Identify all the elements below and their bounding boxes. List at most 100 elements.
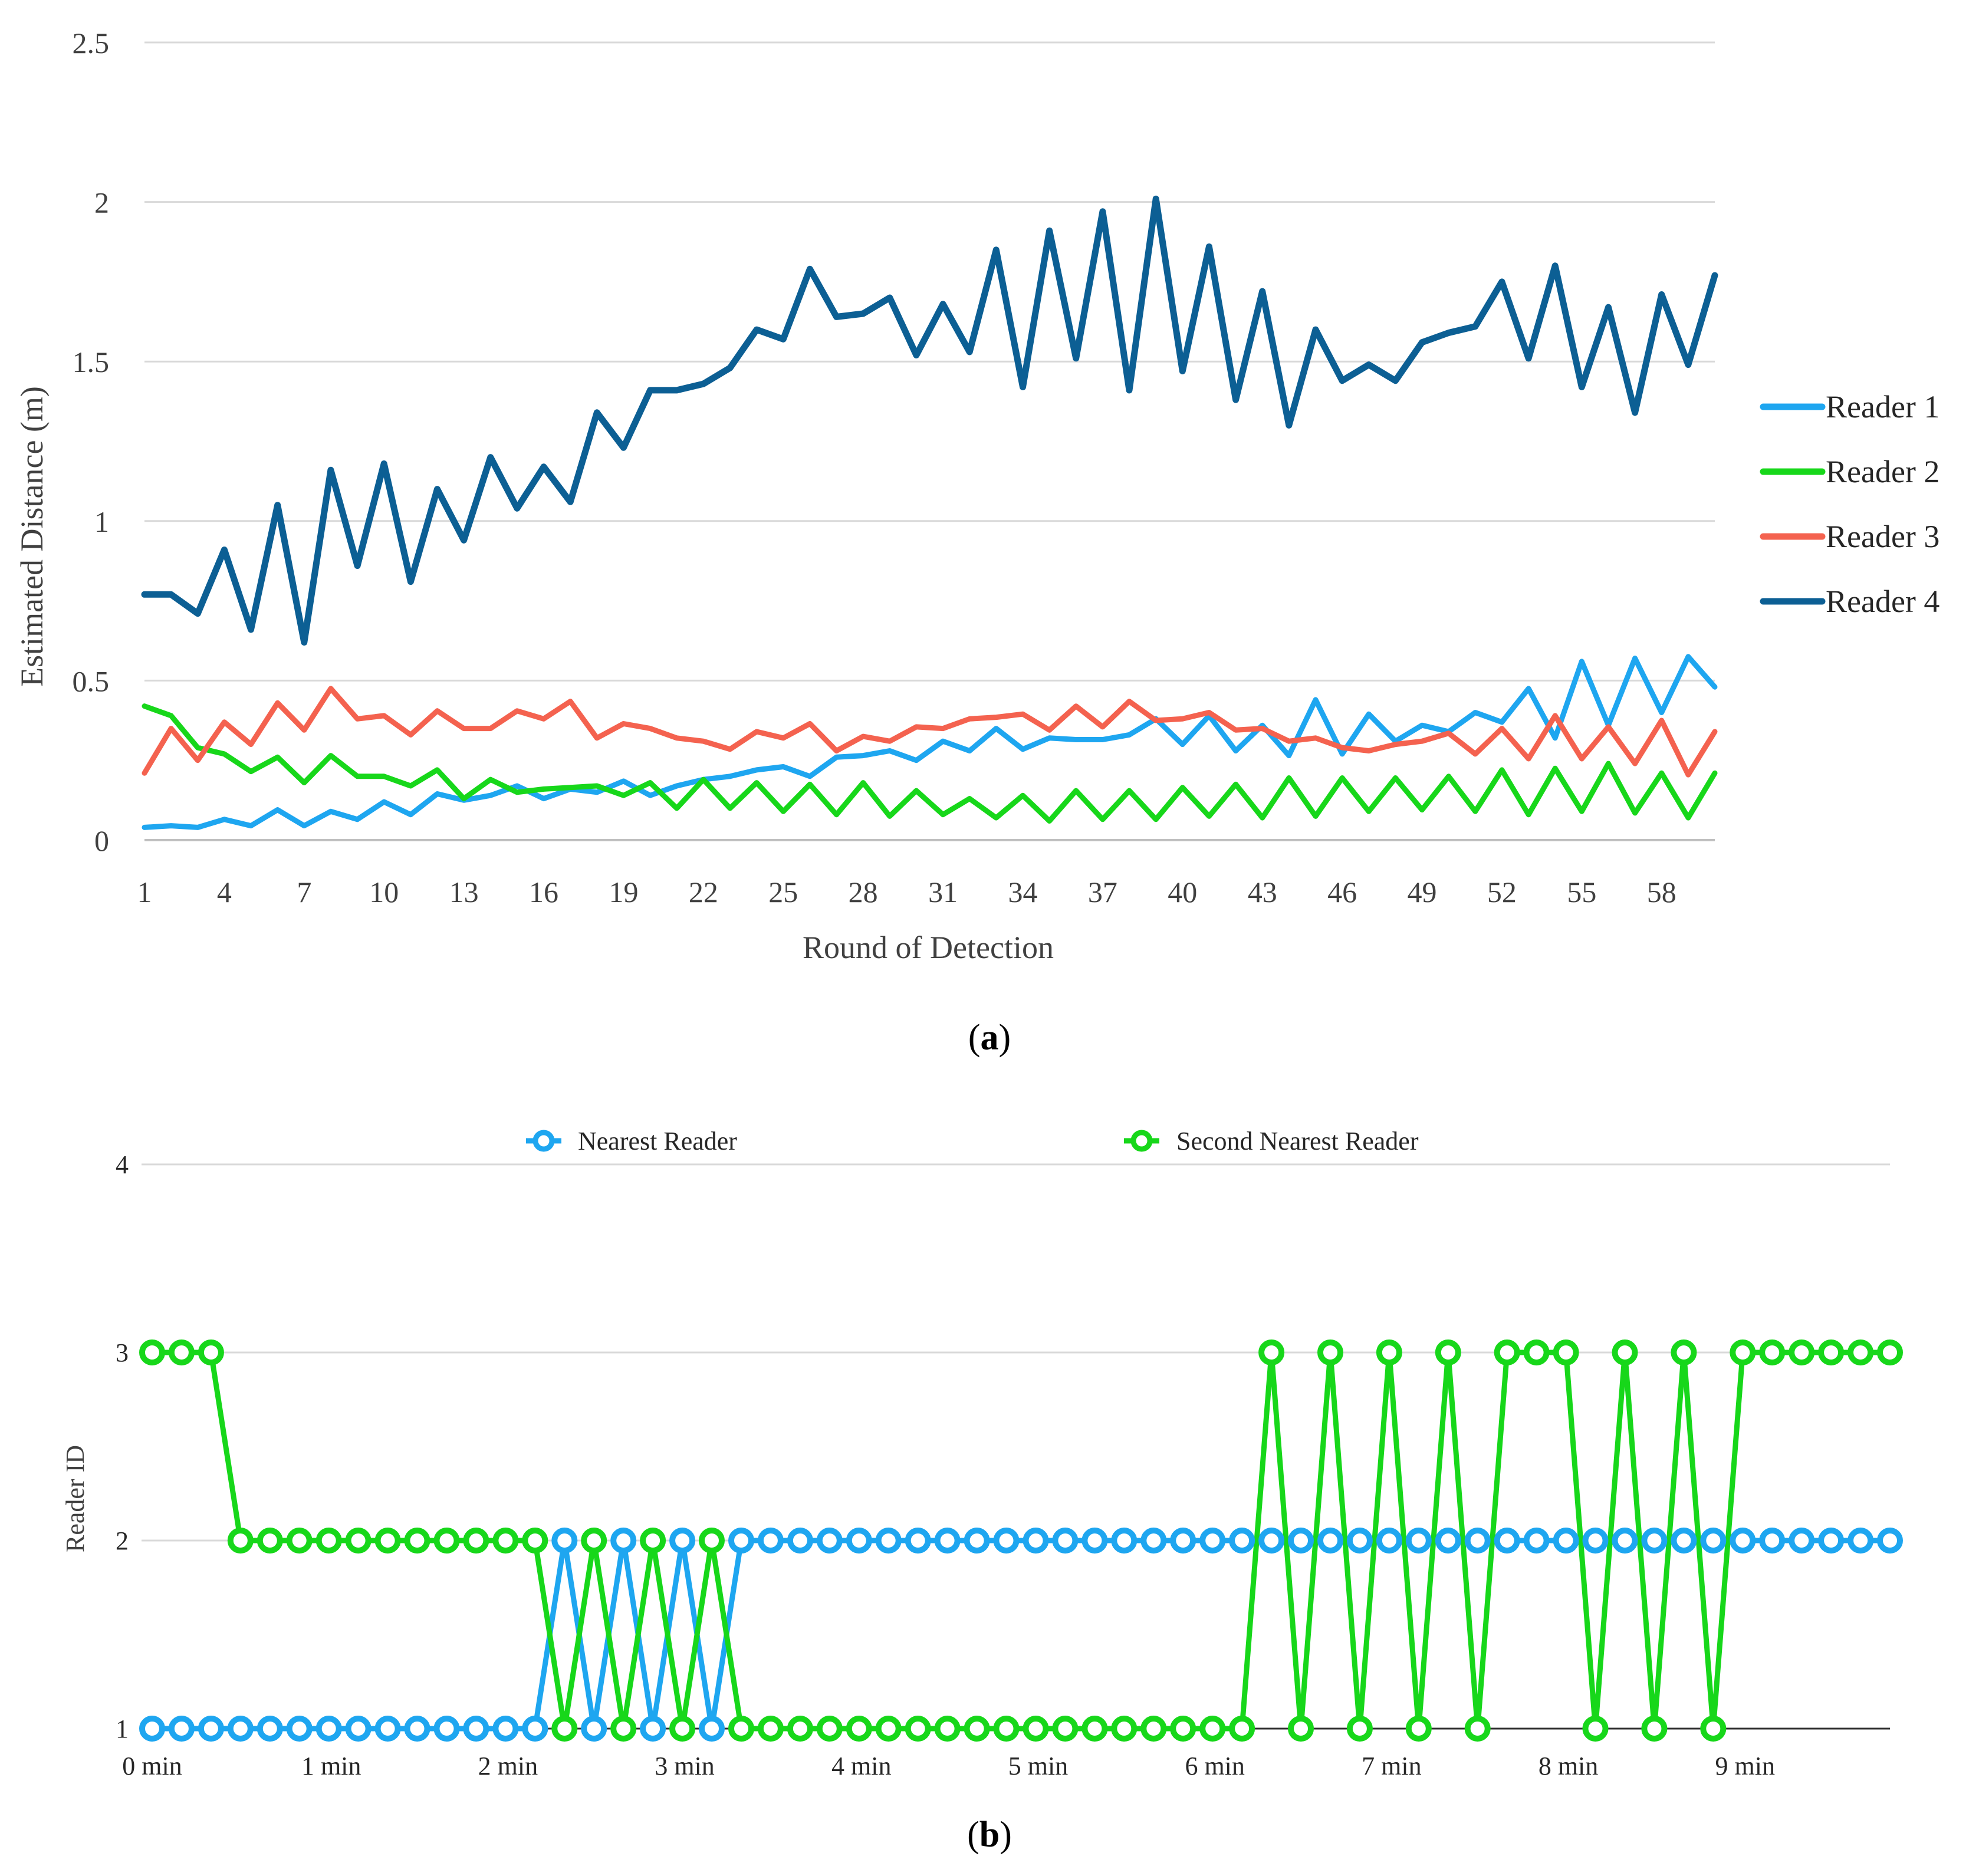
marker-second-nearest-reader-42 bbox=[1376, 1339, 1402, 1365]
panel-a-x-tick-16: 16 bbox=[529, 876, 558, 909]
panel-a-y-axis-title: Estimated Distance (m) bbox=[14, 386, 50, 687]
marker-nearest-reader-36 bbox=[1199, 1528, 1226, 1554]
marker-nearest-reader-7 bbox=[345, 1716, 372, 1742]
marker-second-nearest-reader-53 bbox=[1700, 1716, 1727, 1742]
marker-second-nearest-reader-1 bbox=[168, 1339, 195, 1365]
panel-b-caption: (b) bbox=[967, 1815, 1012, 1855]
panel-a-chart: 0 0.5 1 1.5 2 2.5 1 4 7 10 13 16 19 22 25 28 31 34 37 40 43… bbox=[14, 27, 1939, 1058]
marker-second-nearest-reader-25 bbox=[875, 1716, 902, 1742]
panel-a-y-tick-1-5: 1.5 bbox=[73, 345, 110, 379]
marker-second-nearest-reader-3 bbox=[227, 1528, 254, 1554]
marker-second-nearest-reader-33 bbox=[1111, 1716, 1138, 1742]
legend-label-reader-3: Reader 3 bbox=[1826, 519, 1939, 554]
marker-second-nearest-reader-27 bbox=[934, 1716, 961, 1742]
marker-second-nearest-reader-43 bbox=[1405, 1716, 1432, 1742]
marker-second-nearest-reader-31 bbox=[1052, 1716, 1079, 1742]
panel-b-y-tick-labels: 1 2 3 4 bbox=[116, 1150, 129, 1743]
marker-second-nearest-reader-50 bbox=[1612, 1339, 1638, 1365]
panel-b-x-tick-7-min: 7 min bbox=[1362, 1752, 1421, 1780]
marker-second-nearest-reader-32 bbox=[1081, 1716, 1108, 1742]
panel-b-series-markers bbox=[139, 1339, 1903, 1742]
legend-label-reader-1: Reader 1 bbox=[1826, 389, 1939, 424]
marker-nearest-reader-5 bbox=[286, 1716, 313, 1742]
marker-nearest-reader-31 bbox=[1052, 1528, 1079, 1554]
marker-nearest-reader-34 bbox=[1140, 1528, 1167, 1554]
marker-second-nearest-reader-4 bbox=[257, 1528, 283, 1554]
legend-label-second-nearest-reader: Second Nearest Reader bbox=[1176, 1127, 1419, 1156]
panel-a-x-tick-40: 40 bbox=[1168, 876, 1197, 909]
panel-a-caption: (a) bbox=[968, 1018, 1011, 1058]
marker-nearest-reader-59 bbox=[1877, 1528, 1903, 1554]
marker-nearest-reader-39 bbox=[1288, 1528, 1314, 1554]
marker-nearest-reader-49 bbox=[1582, 1528, 1609, 1554]
marker-second-nearest-reader-8 bbox=[374, 1528, 401, 1554]
marker-nearest-reader-6 bbox=[315, 1716, 342, 1742]
marker-nearest-reader-19 bbox=[699, 1716, 725, 1742]
marker-second-nearest-reader-28 bbox=[964, 1716, 990, 1742]
marker-second-nearest-reader-48 bbox=[1553, 1339, 1579, 1365]
marker-second-nearest-reader-5 bbox=[286, 1528, 313, 1554]
marker-second-nearest-reader-19 bbox=[699, 1528, 725, 1554]
legend-label-reader-4: Reader 4 bbox=[1826, 584, 1939, 619]
marker-second-nearest-reader-22 bbox=[787, 1716, 813, 1742]
marker-nearest-reader-29 bbox=[993, 1528, 1020, 1554]
marker-nearest-reader-30 bbox=[1023, 1528, 1049, 1554]
marker-second-nearest-reader-7 bbox=[345, 1528, 372, 1554]
marker-second-nearest-reader-11 bbox=[463, 1528, 489, 1554]
panel-a-x-tick-10: 10 bbox=[369, 876, 399, 909]
legend-label-nearest-reader: Nearest Reader bbox=[578, 1127, 737, 1156]
panel-b-y-tick-1: 1 bbox=[116, 1714, 129, 1743]
marker-second-nearest-reader-46 bbox=[1494, 1339, 1520, 1365]
marker-second-nearest-reader-49 bbox=[1582, 1716, 1609, 1742]
marker-second-nearest-reader-15 bbox=[581, 1528, 607, 1554]
marker-nearest-reader-13 bbox=[522, 1716, 548, 1742]
marker-nearest-reader-50 bbox=[1612, 1528, 1638, 1554]
marker-nearest-reader-25 bbox=[875, 1528, 902, 1554]
marker-second-nearest-reader-38 bbox=[1258, 1339, 1285, 1365]
marker-nearest-reader-47 bbox=[1523, 1528, 1550, 1554]
marker-second-nearest-reader-16 bbox=[610, 1716, 637, 1742]
panel-a-x-axis-title: Round of Detection bbox=[803, 930, 1054, 965]
marker-nearest-reader-48 bbox=[1553, 1528, 1579, 1554]
marker-nearest-reader-8 bbox=[374, 1716, 401, 1742]
marker-nearest-reader-0 bbox=[139, 1716, 165, 1742]
marker-second-nearest-reader-29 bbox=[993, 1716, 1020, 1742]
marker-nearest-reader-42 bbox=[1376, 1528, 1402, 1554]
marker-second-nearest-reader-41 bbox=[1346, 1716, 1373, 1742]
marker-second-nearest-reader-20 bbox=[728, 1716, 754, 1742]
marker-second-nearest-reader-52 bbox=[1671, 1339, 1697, 1365]
series-line-reader-3 bbox=[142, 686, 1718, 778]
panel-a-x-tick-52: 52 bbox=[1487, 876, 1517, 909]
series-line-nearest-reader bbox=[152, 1538, 1890, 1732]
panel-a-series-lines bbox=[141, 195, 1718, 830]
marker-nearest-reader-41 bbox=[1346, 1528, 1373, 1554]
panel-a-y-tick-labels: 0 0.5 1 1.5 2 2.5 bbox=[73, 27, 110, 857]
marker-nearest-reader-9 bbox=[404, 1716, 430, 1742]
panel-a-x-tick-4: 4 bbox=[217, 876, 232, 909]
panel-a-x-tick-34: 34 bbox=[1008, 876, 1037, 909]
marker-second-nearest-reader-24 bbox=[846, 1716, 872, 1742]
marker-second-nearest-reader-34 bbox=[1140, 1716, 1167, 1742]
panel-b-x-tick-9-min: 9 min bbox=[1715, 1752, 1775, 1780]
marker-nearest-reader-46 bbox=[1494, 1528, 1520, 1554]
panel-b-x-tick-5-min: 5 min bbox=[1008, 1752, 1068, 1780]
marker-nearest-reader-2 bbox=[198, 1716, 224, 1742]
legend-label-reader-2: Reader 2 bbox=[1826, 454, 1939, 489]
marker-nearest-reader-21 bbox=[757, 1528, 784, 1554]
marker-nearest-reader-1 bbox=[168, 1716, 195, 1742]
series-line-reader-2 bbox=[142, 703, 1718, 824]
marker-nearest-reader-16 bbox=[610, 1528, 637, 1554]
panel-a-x-tick-labels: 1 4 7 10 13 16 19 22 25 28 31 34 37 40 43 46 49 52 55 58 bbox=[137, 876, 1676, 909]
marker-second-nearest-reader-18 bbox=[669, 1716, 696, 1742]
marker-nearest-reader-35 bbox=[1170, 1528, 1196, 1554]
marker-second-nearest-reader-6 bbox=[315, 1528, 342, 1554]
marker-nearest-reader-57 bbox=[1818, 1528, 1845, 1554]
panel-a-y-tick-0: 0 bbox=[94, 824, 109, 857]
panel-a-x-tick-46: 46 bbox=[1327, 876, 1357, 909]
marker-second-nearest-reader-26 bbox=[905, 1716, 931, 1742]
marker-nearest-reader-38 bbox=[1258, 1528, 1285, 1554]
panel-a-x-tick-55: 55 bbox=[1567, 876, 1596, 909]
panel-a-x-tick-37: 37 bbox=[1088, 876, 1117, 909]
marker-nearest-reader-52 bbox=[1671, 1528, 1697, 1554]
